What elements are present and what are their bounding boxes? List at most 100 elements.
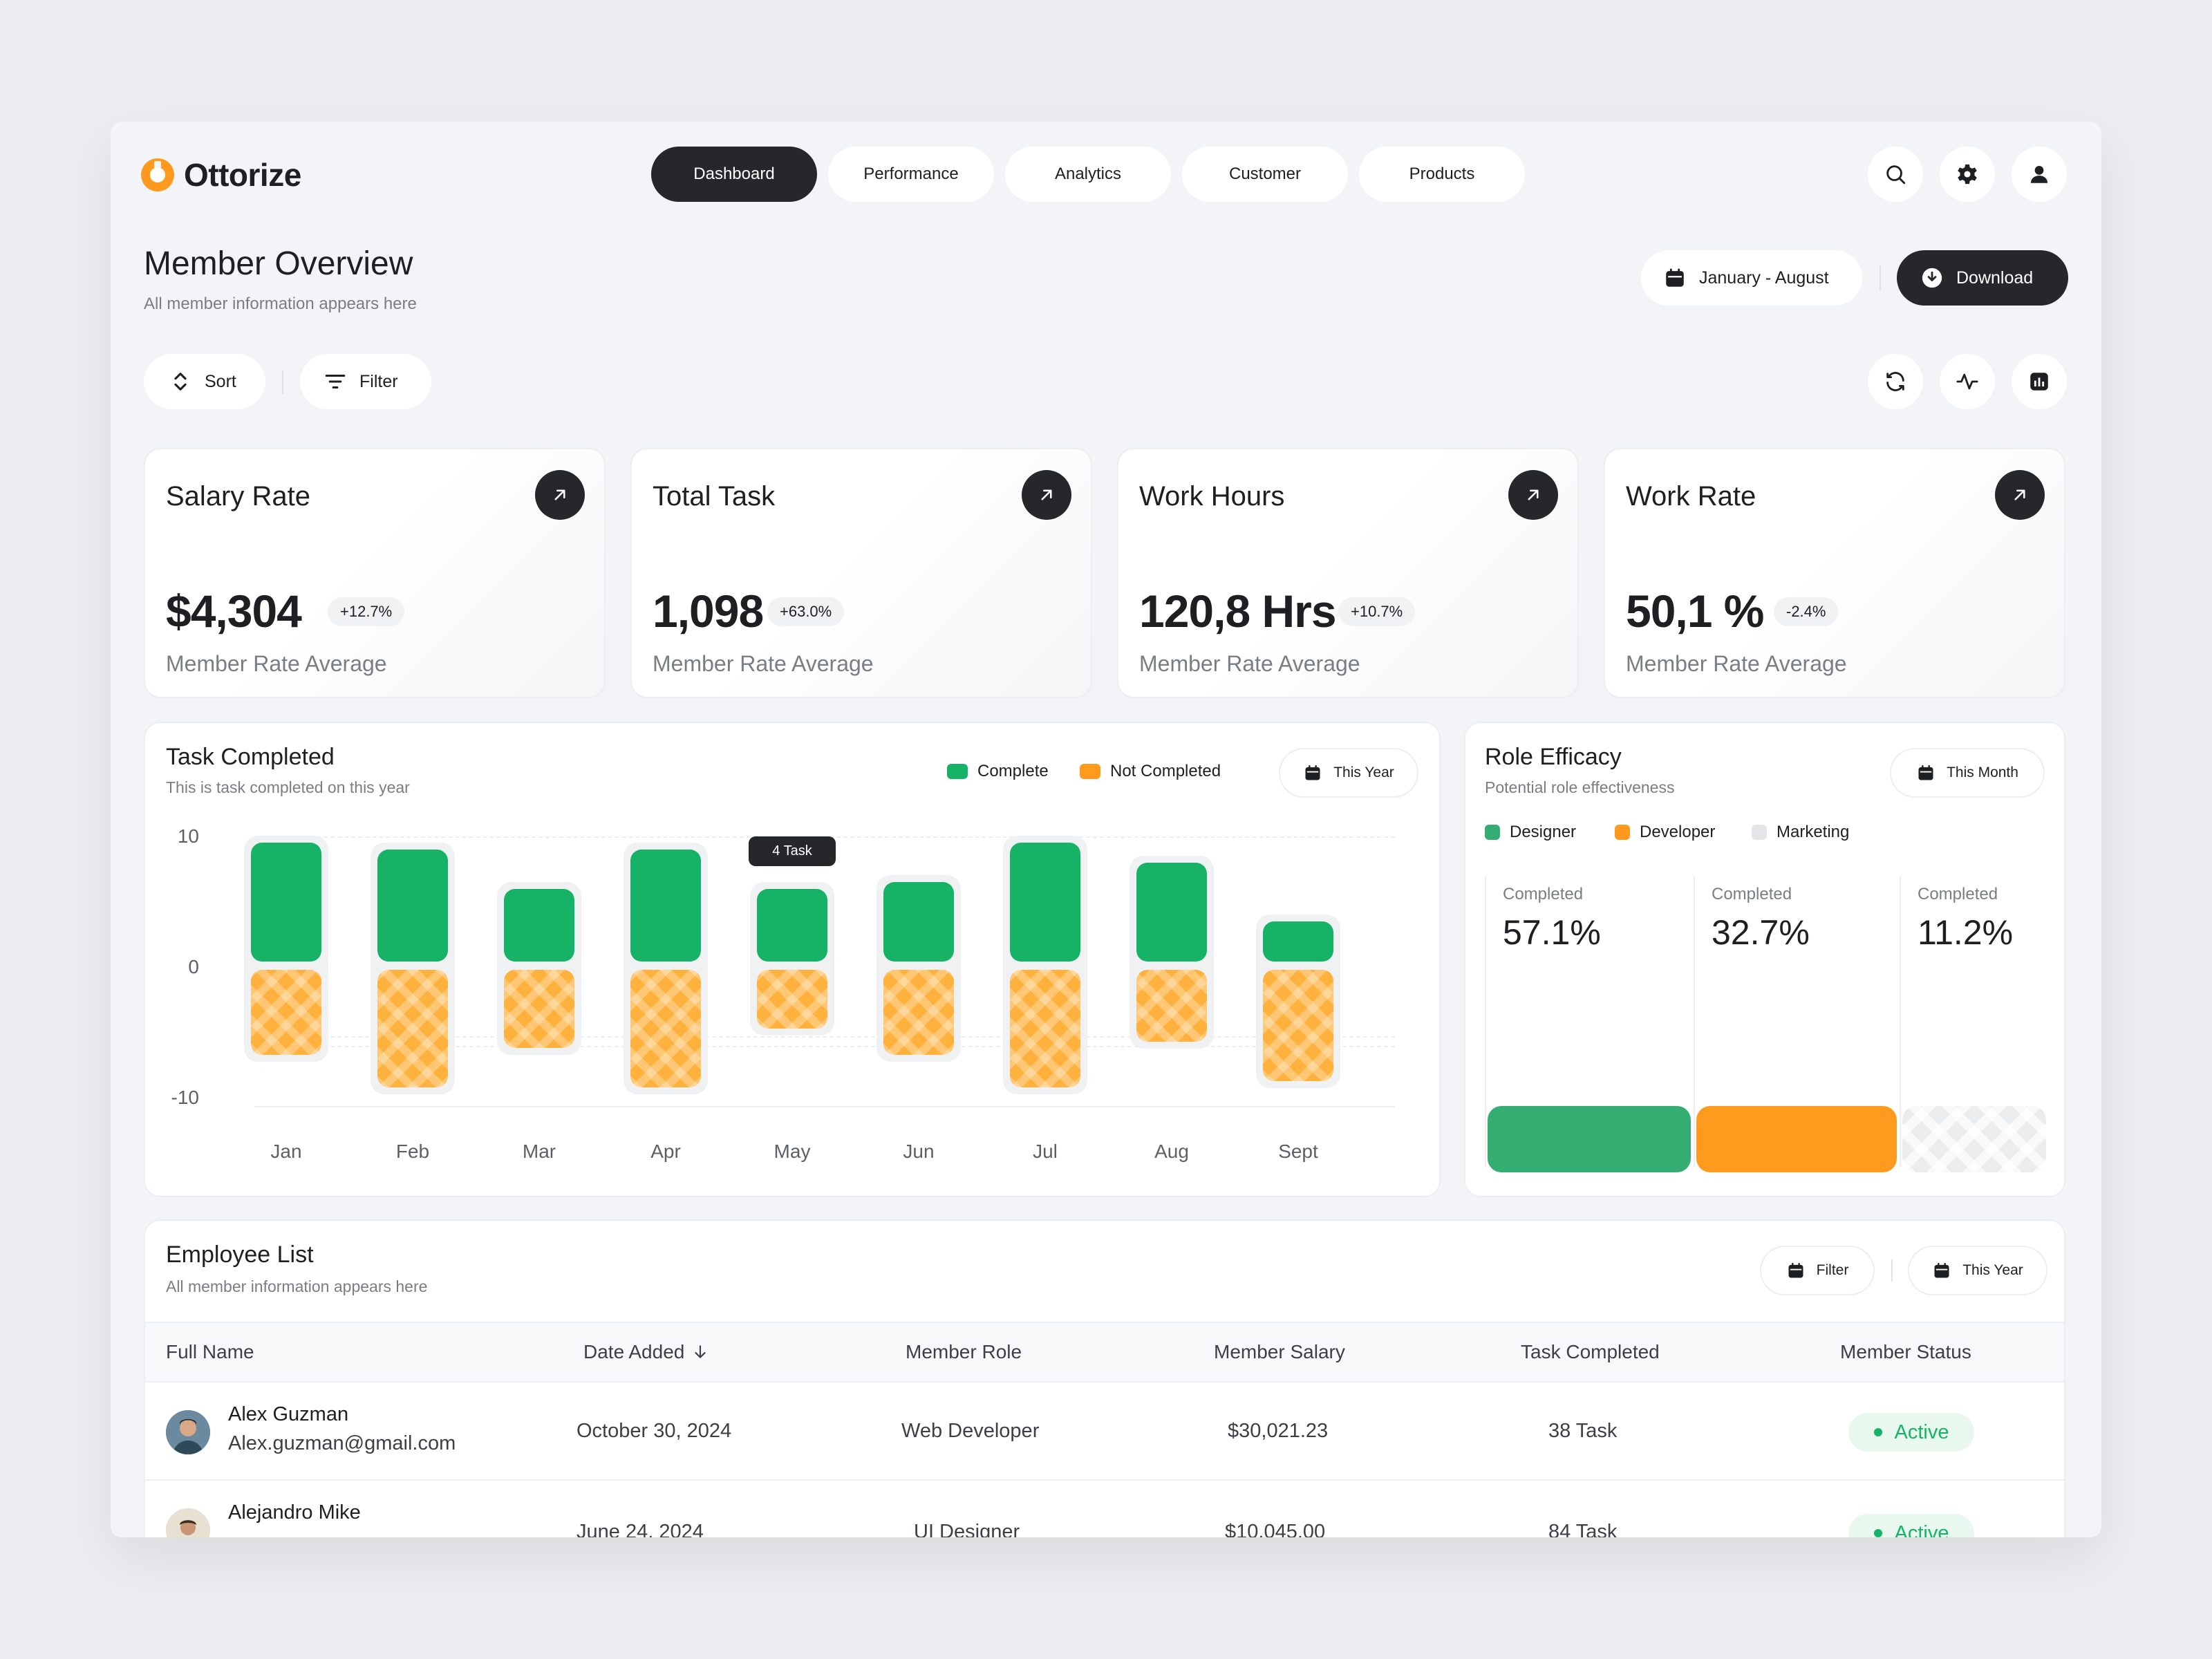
table-filter-button[interactable]: Filter bbox=[1760, 1246, 1875, 1295]
download-button[interactable]: Download bbox=[1897, 250, 2068, 306]
employee-list-panel: Employee List All member information app… bbox=[144, 1219, 2065, 1537]
bar-complete-feb[interactable] bbox=[377, 849, 448, 962]
stat-delta-badge: +12.7% bbox=[328, 597, 405, 626]
divider bbox=[1880, 265, 1881, 290]
legend-swatch bbox=[1080, 764, 1100, 779]
employee-name: Alex Guzman bbox=[228, 1403, 349, 1425]
legend-label: Not Completed bbox=[1110, 762, 1221, 780]
designer-bar bbox=[1488, 1106, 1691, 1172]
role-efficacy-panel: Role Efficacy Potential role effectivene… bbox=[1464, 722, 2065, 1197]
open-button[interactable] bbox=[1022, 470, 1071, 520]
period-select[interactable]: This Year bbox=[1279, 748, 1418, 798]
chart-view-button[interactable] bbox=[2012, 354, 2067, 409]
panel-title: Task Completed bbox=[166, 744, 335, 770]
bar-complete-may[interactable] bbox=[757, 888, 827, 962]
col-member-salary[interactable]: Member Salary bbox=[1214, 1341, 1345, 1362]
bar-not-completed-mar[interactable] bbox=[504, 970, 574, 1049]
open-button[interactable] bbox=[535, 470, 585, 520]
filter-label: Filter bbox=[1816, 1262, 1849, 1278]
bar-not-completed-sept[interactable] bbox=[1263, 970, 1333, 1081]
gear-icon bbox=[1958, 164, 1977, 185]
period-select[interactable]: This Month bbox=[1890, 748, 2045, 798]
stat-value: 50,1 % bbox=[1626, 585, 1764, 637]
table-row[interactable]: Alex Guzman Alex.guzman@gmail.com Octobe… bbox=[145, 1382, 2064, 1479]
bar-not-completed-aug[interactable] bbox=[1136, 970, 1207, 1042]
bar-complete-sept[interactable] bbox=[1263, 921, 1333, 962]
col-member-status[interactable]: Member Status bbox=[1840, 1341, 1971, 1362]
bar-tooltip: 4 Task bbox=[749, 836, 836, 866]
activity-icon bbox=[1956, 373, 1978, 390]
stat-card-total-task[interactable]: Total Task 1,098 +63.0% Member Rate Aver… bbox=[630, 448, 1092, 698]
legend-swatch bbox=[947, 764, 968, 779]
x-tick-label: Aug bbox=[1154, 1141, 1189, 1162]
bar-complete-jun[interactable] bbox=[883, 882, 954, 962]
role-col-label: Completed bbox=[1503, 885, 1584, 903]
stat-card-work-hours[interactable]: Work Hours 120,8 Hrs +10.7% Member Rate … bbox=[1117, 448, 1579, 698]
bar-not-completed-apr[interactable] bbox=[630, 970, 701, 1088]
col-full-name[interactable]: Full Name bbox=[166, 1341, 254, 1362]
settings-button[interactable] bbox=[1940, 147, 1995, 202]
legend-label: Marketing bbox=[1777, 823, 1850, 841]
stat-card-work-rate[interactable]: Work Rate 50,1 % -2.4% Member Rate Avera… bbox=[1604, 448, 2065, 698]
stat-label: Member Rate Average bbox=[1139, 651, 1360, 676]
date-range-button[interactable]: January - August bbox=[1641, 250, 1862, 306]
bar-complete-apr[interactable] bbox=[630, 849, 701, 962]
col-member-role[interactable]: Member Role bbox=[906, 1341, 1022, 1362]
member-salary: $10,045.00 bbox=[1225, 1521, 1326, 1537]
col-task-completed[interactable]: Task Completed bbox=[1521, 1341, 1660, 1362]
bar-complete-aug[interactable] bbox=[1136, 862, 1207, 962]
y-tick-label: -10 bbox=[171, 1087, 199, 1108]
bar-not-completed-jan[interactable] bbox=[251, 970, 321, 1055]
divider bbox=[1891, 1259, 1893, 1282]
x-tick-label: Jun bbox=[903, 1141, 935, 1162]
legend-label: Complete bbox=[977, 762, 1049, 780]
table-row[interactable]: Alejandro Mike June 24, 2024 UI Designer… bbox=[145, 1481, 2064, 1537]
sort-button[interactable]: Sort bbox=[144, 354, 265, 409]
search-button[interactable] bbox=[1868, 147, 1923, 202]
bar-complete-jan[interactable] bbox=[251, 843, 321, 962]
main-nav: Dashboard Performance Analytics Customer… bbox=[651, 147, 1525, 202]
logo[interactable]: Ottorize bbox=[141, 156, 301, 194]
search-icon bbox=[1886, 165, 1906, 185]
stat-card-salary-rate[interactable]: Salary Rate $4,304 +12.7% Member Rate Av… bbox=[144, 448, 606, 698]
open-button[interactable] bbox=[1995, 470, 2045, 520]
app-window: Ottorize Dashboard Performance Analytics… bbox=[111, 122, 2101, 1537]
open-button[interactable] bbox=[1508, 470, 1558, 520]
developer-bar bbox=[1696, 1106, 1897, 1172]
table-period-select[interactable]: This Year bbox=[1908, 1246, 2047, 1295]
filter-label: Filter bbox=[359, 371, 398, 391]
bar-not-completed-jul[interactable] bbox=[1010, 970, 1080, 1088]
filter-button[interactable]: Filter bbox=[300, 354, 431, 409]
user-icon bbox=[2030, 165, 2048, 183]
nav-dashboard[interactable]: Dashboard bbox=[651, 147, 817, 202]
refresh-button[interactable] bbox=[1868, 354, 1923, 409]
nav-customer[interactable]: Customer bbox=[1182, 147, 1348, 202]
bar-complete-jul[interactable] bbox=[1010, 843, 1080, 962]
logo-icon bbox=[141, 158, 174, 191]
profile-button[interactable] bbox=[2012, 147, 2067, 202]
employee-email: Alex.guzman@gmail.com bbox=[228, 1432, 456, 1454]
x-tick-label: Jul bbox=[1033, 1141, 1058, 1162]
bar-not-completed-jun[interactable] bbox=[883, 970, 954, 1055]
bar-not-completed-may[interactable] bbox=[757, 970, 827, 1029]
member-role: Web Developer bbox=[901, 1420, 1040, 1442]
grid-line bbox=[254, 1046, 1395, 1047]
arrow-up-right-icon bbox=[2014, 489, 2025, 500]
date-range-label: January - August bbox=[1699, 268, 1829, 288]
date-added: June 24, 2024 bbox=[577, 1521, 704, 1537]
stat-delta-badge: +63.0% bbox=[767, 597, 845, 626]
bar-not-completed-feb[interactable] bbox=[377, 970, 448, 1088]
role-col-label: Completed bbox=[1712, 885, 1792, 903]
bar-complete-mar[interactable] bbox=[504, 888, 574, 962]
x-tick-label: Apr bbox=[650, 1141, 681, 1162]
task-completed: 84 Task bbox=[1548, 1521, 1618, 1537]
col-label: Date Added bbox=[583, 1341, 685, 1362]
col-date-added[interactable]: Date Added bbox=[583, 1341, 709, 1363]
nav-performance[interactable]: Performance bbox=[828, 147, 994, 202]
stat-label: Member Rate Average bbox=[1626, 651, 1847, 676]
activity-button[interactable] bbox=[1940, 354, 1995, 409]
legend-not-completed: Not Completed bbox=[1080, 762, 1221, 781]
nav-analytics[interactable]: Analytics bbox=[1005, 147, 1171, 202]
nav-products[interactable]: Products bbox=[1359, 147, 1525, 202]
x-tick-label: Feb bbox=[395, 1141, 430, 1162]
